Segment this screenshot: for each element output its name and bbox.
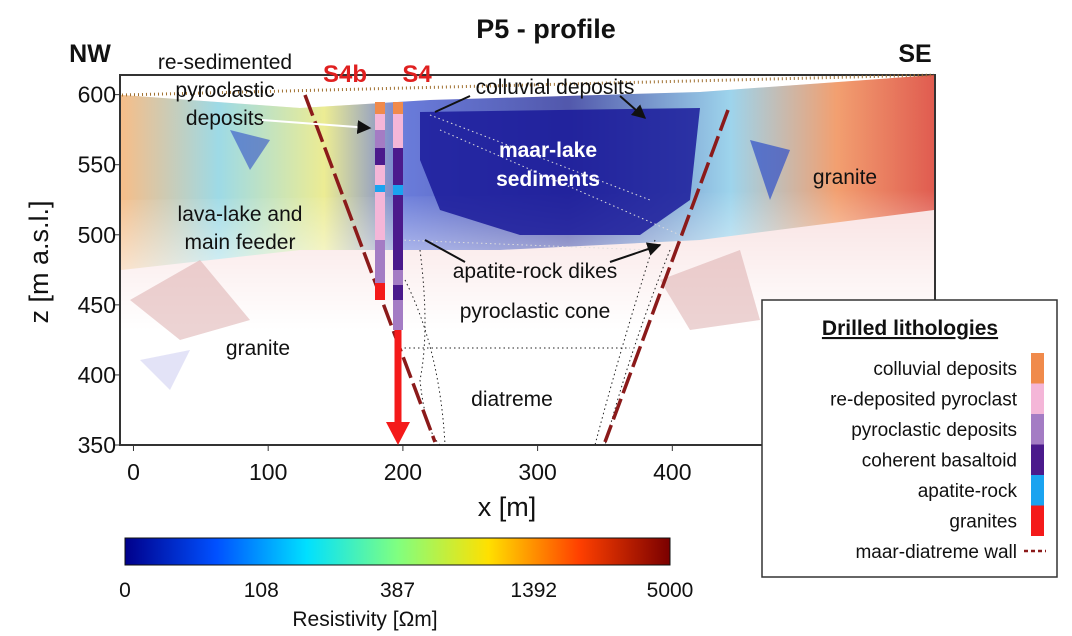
corner-nw: NW	[69, 40, 111, 68]
legend-label: re-deposited pyroclast	[830, 390, 1018, 411]
borehole-segment	[375, 240, 385, 283]
borehole-segment	[375, 185, 385, 192]
x-axis-label: x [m]	[478, 492, 537, 522]
legend-swatch	[1031, 506, 1044, 537]
colorbar-tick-label: 108	[244, 579, 279, 602]
corner-se: SE	[898, 40, 931, 68]
borehole-segment	[393, 114, 403, 148]
borehole-segment	[393, 102, 403, 114]
legend-swatch	[1031, 475, 1044, 506]
colorbar	[125, 538, 670, 565]
legend-label: maar-diatreme wall	[855, 542, 1017, 563]
legend-swatch	[1031, 353, 1044, 384]
y-tick-label: 450	[78, 292, 116, 318]
borehole-label: S4	[402, 61, 432, 88]
colorbar-tick-label: 5000	[647, 579, 694, 602]
colorbar-ticks: 0 108 387 1392 5000	[119, 579, 693, 602]
y-tick-label: 400	[78, 362, 116, 388]
annotation: re-sedimented	[158, 51, 292, 74]
colorbar-label: Resistivity [Ωm]	[292, 608, 437, 631]
legend-label: colluvial deposits	[873, 359, 1017, 380]
annotation: deposits	[186, 107, 264, 130]
legend-label: granites	[949, 512, 1017, 533]
borehole-segment	[375, 283, 385, 300]
legend-swatch	[1031, 414, 1044, 445]
annotation: lava-lake and	[178, 203, 303, 226]
legend-swatch	[1031, 445, 1044, 476]
annotation: sediments	[496, 168, 600, 191]
legend-label: coherent basaltoid	[862, 451, 1017, 472]
legend-label: pyroclastic deposits	[851, 420, 1017, 441]
borehole-segment	[375, 102, 385, 114]
legend-title: Drilled lithologies	[822, 317, 998, 340]
borehole-segment	[375, 148, 385, 165]
annotation: diatreme	[471, 388, 553, 411]
x-tick-label: 100	[249, 459, 287, 485]
borehole-segment	[393, 185, 403, 195]
annotation: maar-lake	[499, 139, 597, 162]
borehole-segment	[393, 148, 403, 185]
annotation: pyroclastic	[175, 79, 274, 102]
annotation: main feeder	[185, 231, 296, 254]
borehole-segment	[375, 130, 385, 148]
y-tick-label: 350	[78, 432, 116, 458]
x-tick-label: 200	[384, 459, 422, 485]
borehole-segment	[393, 270, 403, 285]
annotation: colluvial deposits	[476, 76, 635, 99]
x-tick-label: 300	[518, 459, 556, 485]
borehole-segment	[375, 192, 385, 240]
x-tick-label: 0	[127, 459, 140, 485]
colorbar-tick-label: 1392	[510, 579, 557, 602]
borehole-segment	[375, 165, 385, 185]
borehole-segment	[393, 285, 403, 300]
annotation: granite	[226, 337, 290, 360]
colorbar-tick-label: 387	[380, 579, 415, 602]
borehole-segment	[393, 195, 403, 270]
annotation: granite	[813, 166, 877, 189]
legend-swatch	[1031, 384, 1044, 415]
figure: P5 - profile NW SE S4b S4 re-sedimented …	[0, 0, 1072, 631]
y-axis-label: z [m a.s.l.]	[24, 200, 54, 323]
borehole-segment	[375, 114, 385, 130]
annotation: apatite-rock dikes	[453, 260, 618, 283]
legend-label: apatite-rock	[918, 481, 1018, 502]
y-tick-label: 500	[78, 222, 116, 248]
borehole-segment	[393, 300, 403, 330]
y-tick-label: 550	[78, 152, 116, 178]
title: P5 - profile	[476, 14, 616, 44]
annotation: pyroclastic cone	[460, 300, 611, 323]
colorbar-tick-label: 0	[119, 579, 131, 602]
borehole-label: S4b	[323, 61, 367, 88]
x-tick-label: 400	[653, 459, 691, 485]
y-tick-label: 600	[78, 82, 116, 108]
